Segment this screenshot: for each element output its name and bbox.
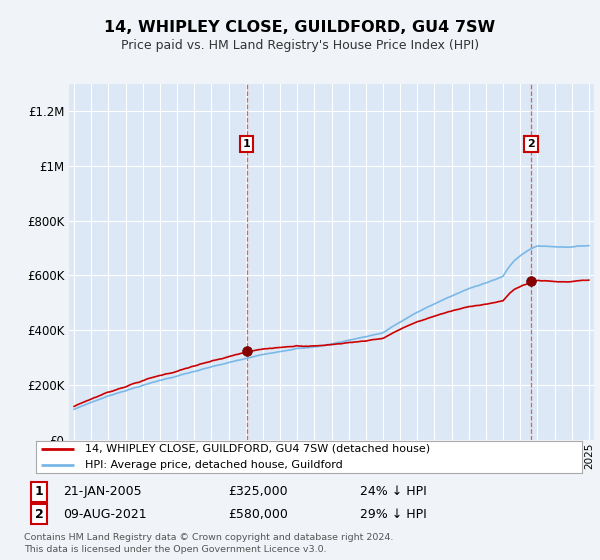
Text: 2: 2	[527, 139, 535, 149]
Text: 09-AUG-2021: 09-AUG-2021	[63, 507, 146, 521]
Text: Price paid vs. HM Land Registry's House Price Index (HPI): Price paid vs. HM Land Registry's House …	[121, 39, 479, 52]
Text: £580,000: £580,000	[228, 507, 288, 521]
Text: 2: 2	[35, 507, 43, 521]
Text: £325,000: £325,000	[228, 485, 287, 498]
Text: 1: 1	[35, 485, 43, 498]
Text: 14, WHIPLEY CLOSE, GUILDFORD, GU4 7SW: 14, WHIPLEY CLOSE, GUILDFORD, GU4 7SW	[104, 20, 496, 35]
Text: 24% ↓ HPI: 24% ↓ HPI	[360, 485, 427, 498]
Text: 14, WHIPLEY CLOSE, GUILDFORD, GU4 7SW (detached house): 14, WHIPLEY CLOSE, GUILDFORD, GU4 7SW (d…	[85, 444, 430, 454]
Text: 29% ↓ HPI: 29% ↓ HPI	[360, 507, 427, 521]
Text: 21-JAN-2005: 21-JAN-2005	[63, 485, 142, 498]
Text: Contains HM Land Registry data © Crown copyright and database right 2024.
This d: Contains HM Land Registry data © Crown c…	[24, 533, 394, 554]
Text: HPI: Average price, detached house, Guildford: HPI: Average price, detached house, Guil…	[85, 460, 343, 470]
Text: 1: 1	[243, 139, 251, 149]
